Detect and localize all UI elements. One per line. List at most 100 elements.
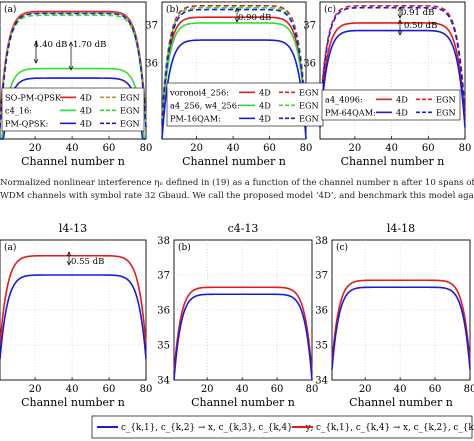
chart-1-legend-row-label: PM-QPSK: — [5, 118, 48, 128]
chart-3-annotation-2: 0.50 dB — [404, 21, 437, 31]
chart-6-ytick-label: 38 — [315, 236, 328, 247]
bottom-legend-box — [91, 415, 473, 439]
chart-2-series-3 — [161, 6, 307, 121]
figure-caption: Normalized nonlinear interference ηₙ def… — [0, 177, 474, 203]
chart-1-xtick-label: 20 — [29, 143, 42, 154]
chart-5-xtick-label: 20 — [201, 384, 214, 395]
chart-4-xtick-label: 40 — [66, 384, 79, 395]
bottom-legend-red-label: c_{k,1}, c_{k,4} → x, c_{k,2}, c_{k,3} →… — [316, 423, 474, 433]
chart-1-annotation-1: 1.40 dB — [34, 40, 67, 50]
chart-2-xtick-label: 20 — [190, 143, 203, 154]
chart-3-series-2 — [319, 29, 466, 128]
chart-3-xlabel: Channel number n — [341, 155, 445, 168]
chart-5-xtick-label: 40 — [236, 384, 249, 395]
chart-4-series-1 — [0, 274, 147, 360]
chart-2-gap-arrow-head-top — [234, 7, 240, 13]
chart-3-frame — [319, 1, 466, 140]
chart-5-group: (b) — [173, 239, 313, 381]
chart-2-ytick-label: 36 — [145, 58, 158, 69]
chart-6-group: (c) — [331, 239, 471, 381]
chart-3-panel-label: (c) — [324, 4, 336, 15]
chart-5-ytick-label: 35 — [157, 341, 170, 352]
chart-1-group: (a) — [0, 1, 147, 140]
chart-2-xtick-label: 40 — [227, 143, 240, 154]
chart-3-legend-col-egn: EGN — [436, 94, 456, 104]
chart-4-gap-arrow-head-bottom — [66, 260, 72, 266]
chart-3-series-3 — [319, 6, 466, 117]
chart-3-xtick-label: 20 — [349, 143, 362, 154]
chart-3-ytick-label: 37 — [303, 20, 316, 31]
chart-1-legend-col-4d: 4D — [80, 118, 92, 128]
chart-5-xtick-label: 80 — [306, 384, 319, 395]
chart-2-legend-col-4d: 4D — [259, 113, 271, 123]
chart-1-xtick-label: 80 — [140, 143, 153, 154]
chart-6-xtick-label: 20 — [359, 384, 372, 395]
chart-3-xtick-label: 60 — [422, 143, 435, 154]
chart-2-xlabel: Channel number n — [182, 155, 286, 168]
chart-3-xtick-label: 80 — [459, 143, 472, 154]
chart-2-legend-row-label: PM-16QAM: — [170, 113, 221, 123]
chart-6-xtick-label: 80 — [464, 384, 474, 395]
chart-2-legend-col-egn: EGN — [299, 113, 319, 123]
chart-4-annotation: 0.55 dB — [71, 257, 104, 267]
caption-line-1: Normalized nonlinear interference ηₙ def… — [0, 178, 474, 188]
chart-2-annotation: 0.90 dB — [238, 13, 271, 23]
chart-3-annotation-1: 0.91 dB — [401, 8, 434, 18]
chart-3-legend-col-egn: EGN — [436, 107, 456, 117]
chart-6-ytick-label: 34 — [315, 376, 328, 387]
chart-6-ytick-label: 37 — [315, 271, 328, 282]
chart-6-ytick-label: 36 — [315, 306, 328, 317]
chart-3-legend-row-label: PM-64QAM: — [325, 107, 376, 117]
chart-5-ytick-label: 37 — [157, 271, 170, 282]
chart-3-legend-col-4d: 4D — [396, 94, 408, 104]
chart-1-legend-col-4d: 4D — [80, 105, 92, 115]
chart-5-xlabel: Channel number n — [191, 396, 295, 409]
chart-5-panel-label: (b) — [178, 242, 191, 253]
chart-1-series-1 — [0, 11, 147, 124]
chart-6-ytick-label: 35 — [315, 341, 328, 352]
chart-5-series-0 — [173, 286, 313, 374]
chart-2-ytick-label: 37 — [145, 20, 158, 31]
chart-1-series-4 — [0, 77, 146, 140]
chart-1-xtick-label: 40 — [66, 143, 79, 154]
chart-1-annotation-2: 1.70 dB — [73, 40, 106, 50]
chart-3-legend-box — [321, 89, 461, 121]
chart-4-series-0 — [0, 254, 147, 346]
chart-2-xtick-label: 60 — [263, 143, 276, 154]
chart-1-panel-label: (a) — [4, 4, 16, 15]
chart-6-panel-label: (c) — [336, 242, 348, 253]
chart-1-series-0 — [0, 10, 147, 121]
chart-2-series-1 — [161, 5, 307, 117]
chart-1-gap-arrow-2-head-bottom — [68, 65, 74, 71]
chart-4-title: l4-13 — [59, 222, 87, 235]
chart-1-gap-arrow-1-head-bottom — [33, 58, 39, 64]
chart-2-gap-arrow-head-bottom — [234, 17, 240, 23]
chart-2-group: (b) — [161, 1, 307, 140]
chart-4-gap-arrow-head-top — [66, 251, 72, 257]
chart-4-xtick-label: 20 — [29, 384, 42, 395]
chart-1-legend-col-egn: EGN — [120, 105, 140, 115]
chart-6-series-0 — [331, 279, 471, 363]
chart-6-xtick-label: 40 — [394, 384, 407, 395]
chart-3-gap-arrow-2-head-bottom — [397, 30, 403, 36]
chart-1-legend-col-egn: EGN — [120, 118, 140, 128]
chart-2-frame — [161, 1, 307, 140]
chart-4-xlabel: Channel number n — [21, 396, 125, 409]
chart-3-gap-arrow-2-head-top — [397, 19, 403, 25]
chart-5-xtick-label: 60 — [271, 384, 284, 395]
chart-2-series-4 — [161, 39, 307, 140]
chart-2-series-2 — [161, 22, 307, 124]
chart-1-gap-arrow-1-head-top — [33, 41, 39, 47]
chart-1-series-2 — [0, 67, 146, 140]
chart-3-legend-row-label: a4_4096: — [325, 94, 363, 104]
chart-1-xlabel: Channel number n — [21, 155, 125, 168]
chart-6-xlabel: Channel number n — [349, 396, 453, 409]
chart-3-gap-arrow-1-head-bottom — [397, 13, 403, 19]
chart-1-gap-arrow-2-head-top — [68, 41, 74, 47]
chart-1-legend-row-label: SO-PM-QPSK: — [5, 92, 64, 102]
chart-5-ytick-label: 38 — [157, 236, 170, 247]
chart-4-group: (a) — [0, 239, 147, 381]
chart-2-xtick-label: 80 — [300, 143, 313, 154]
chart-2-legend-row-label: voronoi4_256: — [169, 87, 229, 97]
